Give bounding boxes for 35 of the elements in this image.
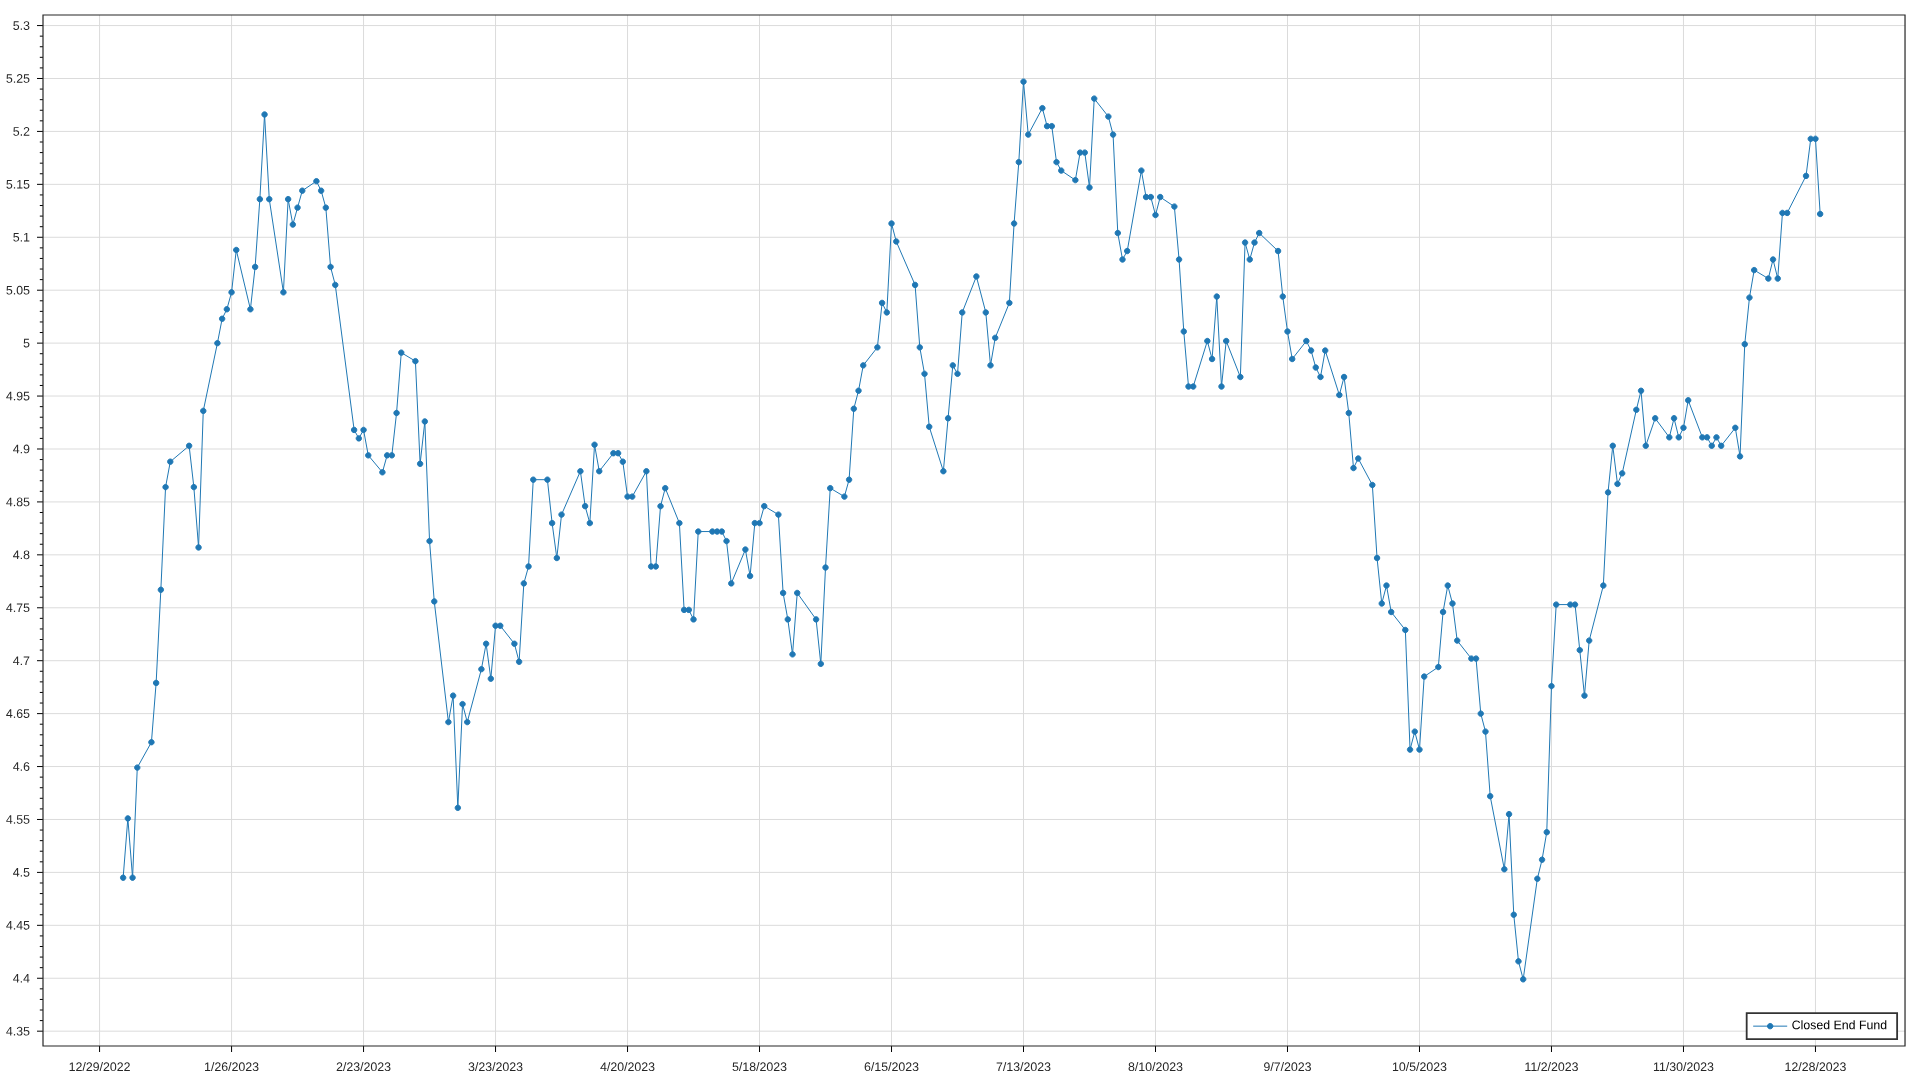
y-tick-label: 4.45 — [6, 921, 30, 930]
x-tick-label: 3/23/2023 — [468, 1062, 523, 1072]
y-tick-label: 5.25 — [6, 74, 30, 83]
y-tick-label: 5.15 — [6, 180, 30, 189]
x-tick-label: 2/23/2023 — [336, 1062, 391, 1072]
y-tick-label: 5 — [23, 338, 30, 348]
x-tick-label: 12/29/2022 — [69, 1062, 130, 1072]
y-tick-label: 4.5 — [13, 868, 30, 877]
y-tick-label: 4.55 — [6, 815, 30, 824]
y-tick-label: 4.4 — [13, 974, 30, 983]
y-tick-label: 4.35 — [6, 1026, 30, 1036]
x-tick-label: 10/5/2023 — [1392, 1062, 1447, 1072]
y-tick-label: 5.3 — [13, 21, 30, 30]
y-tick-label: 4.75 — [6, 603, 30, 613]
y-tick-label: 4.95 — [6, 391, 30, 401]
y-tick-label: 4.6 — [13, 762, 30, 771]
x-tick-label: 8/10/2023 — [1128, 1062, 1183, 1072]
x-tick-label: 7/13/2023 — [996, 1062, 1051, 1072]
x-tick-label: 11/2/2023 — [1525, 1062, 1578, 1072]
x-tick-label: 1/26/2023 — [205, 1062, 259, 1072]
x-tick-label: 4/20/2023 — [600, 1062, 655, 1072]
x-tick-label: 9/7/2023 — [1264, 1062, 1311, 1072]
y-tick-label: 5.1 — [13, 232, 30, 242]
x-tick-label: 12/28/2023 — [1785, 1062, 1846, 1072]
y-tick-label: 4.8 — [13, 550, 30, 560]
x-tick-label: 5/18/2023 — [732, 1062, 787, 1072]
y-tick-label: 4.85 — [6, 497, 30, 507]
y-tick-label: 4.65 — [6, 709, 30, 718]
x-tick-label: 11/30/2023 — [1653, 1062, 1714, 1072]
y-tick-label: 4.9 — [13, 444, 30, 454]
y-tick-label: 4.7 — [13, 656, 30, 665]
y-tick-label: 5.05 — [6, 285, 30, 295]
x-tick-label: 6/15/2023 — [864, 1062, 919, 1072]
legend-label: Closed End Fund — [1792, 1020, 1887, 1030]
y-tick-label: 5.2 — [13, 127, 30, 136]
